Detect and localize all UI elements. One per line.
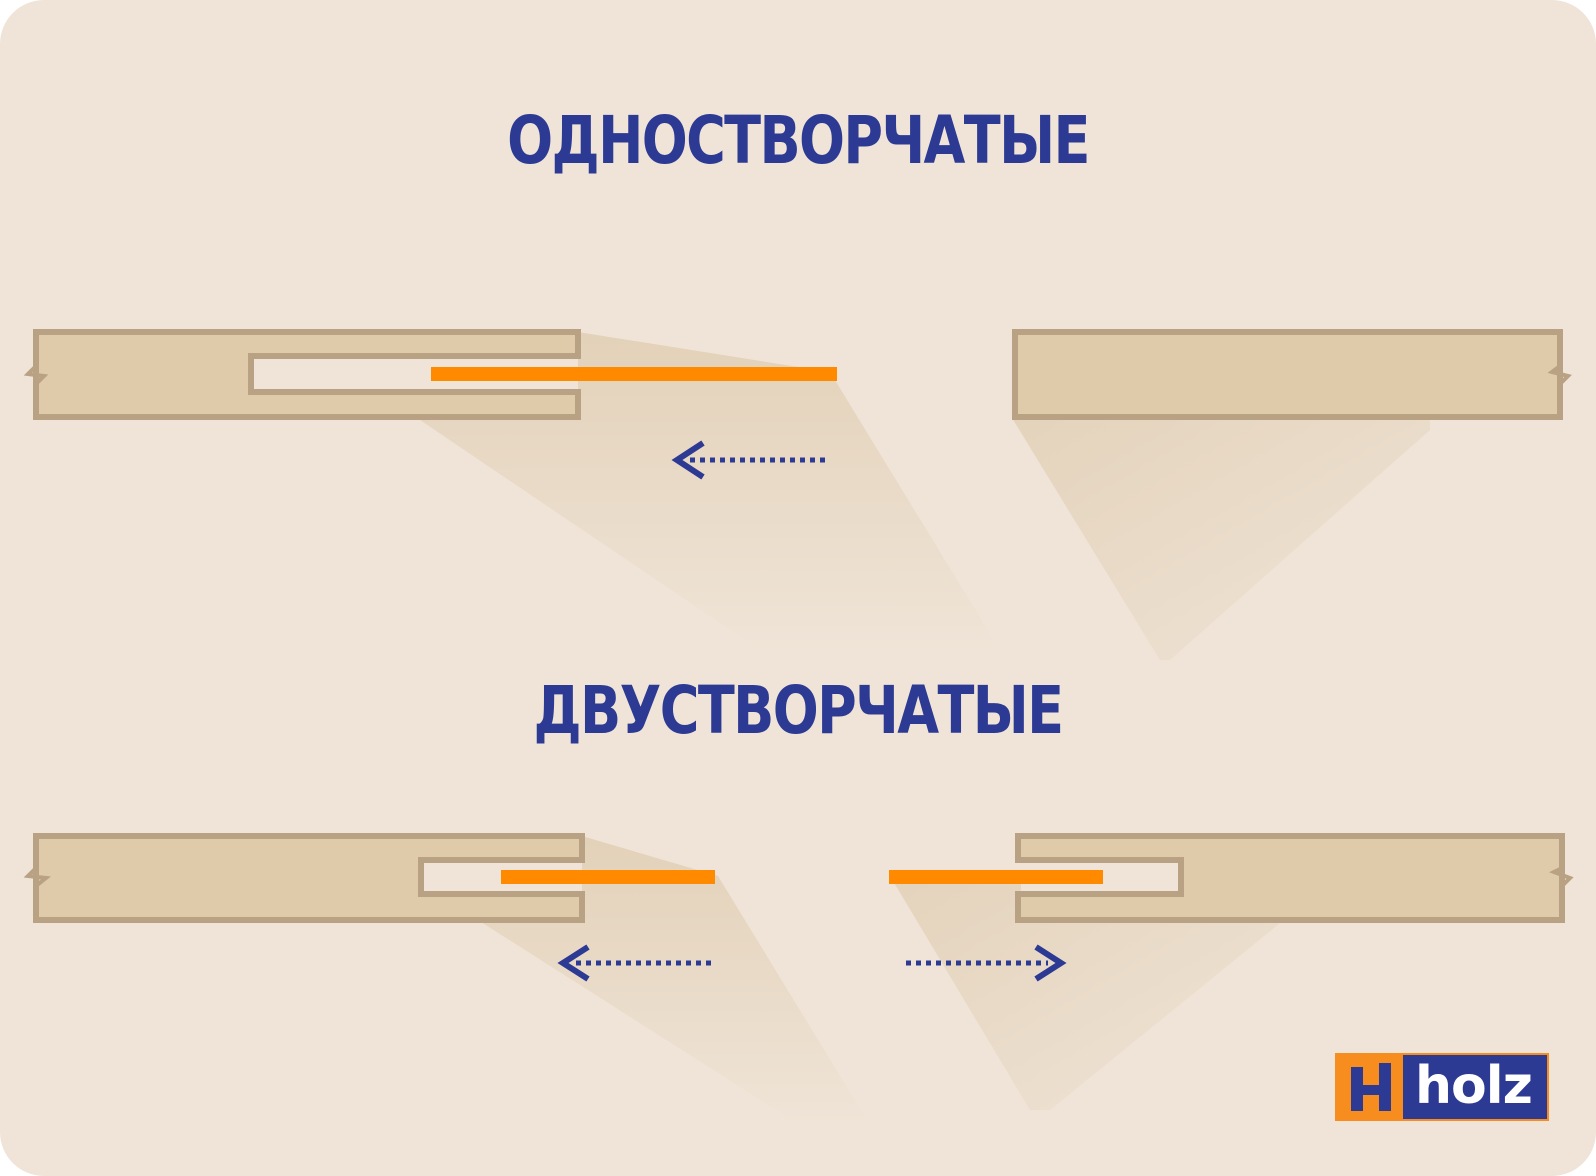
- shadow-left-wall: [420, 332, 1000, 650]
- holz-logo: holz: [1335, 1053, 1549, 1121]
- door-leaf-right: [889, 870, 1103, 884]
- arrow-left-icon: [557, 944, 716, 982]
- left-wall-pocket: [33, 833, 585, 923]
- h-logo-icon: [1337, 1055, 1403, 1119]
- heading-single-leaf: ОДНОСТВОРЧАТЫЕ: [507, 102, 1090, 179]
- left-wall-pocket: [33, 329, 581, 420]
- shadow-left-wall: [470, 836, 870, 1125]
- wall-break-icon: [23, 332, 49, 417]
- right-wall: [1012, 329, 1563, 420]
- shadow-right-wall: [1012, 418, 1430, 660]
- double-leaf-section: [23, 833, 1574, 1125]
- heading-double-leaf: ДВУСТВОРЧАТЫЕ: [533, 672, 1064, 749]
- logo-wordmark: holz: [1415, 1056, 1533, 1116]
- wall-break-icon: [1547, 332, 1572, 417]
- wall-break-icon: [23, 836, 52, 920]
- single-leaf-section: [23, 329, 1572, 660]
- door-leaf-left: [501, 870, 715, 884]
- door-leaf: [431, 367, 837, 381]
- arrow-left-icon: [671, 440, 830, 480]
- shadow-right-wall: [890, 876, 1290, 1110]
- wall-break-icon: [1549, 836, 1574, 920]
- arrow-right-icon: [906, 944, 1067, 982]
